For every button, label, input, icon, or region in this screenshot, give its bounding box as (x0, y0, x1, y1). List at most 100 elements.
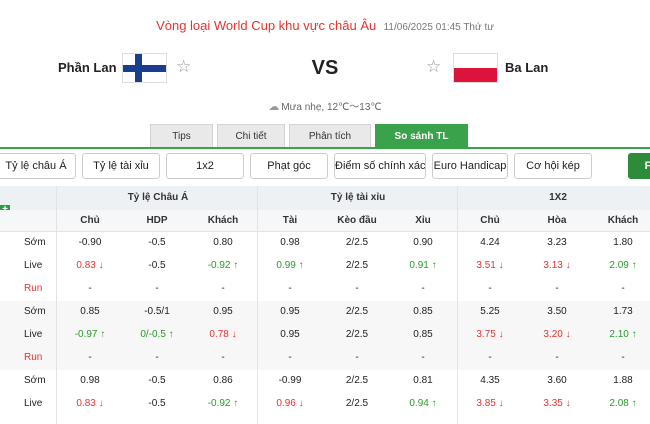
odds-cell[interactable]: 4.35 (480, 375, 500, 386)
odds-cell[interactable]: 0.85 (413, 329, 433, 340)
odds-cell[interactable]: 0.78 ↓ (209, 329, 237, 340)
column-divider (56, 186, 57, 424)
odds-cell[interactable]: 2/2.5 (345, 237, 369, 248)
favorite-star-icon[interactable]: ☆ (426, 57, 442, 76)
odds-cell[interactable]: 0.99 ↑ (276, 260, 304, 271)
subtab-corners[interactable]: Phạt góc (250, 153, 328, 179)
table-row: Live -0.97 ↑ 0/-0.5 ↑ 0.78 ↓ 0.95 2/2.5 … (0, 324, 650, 347)
odds-cell[interactable]: 0.86 (213, 375, 233, 386)
odds-cell[interactable]: 0.95 (213, 306, 233, 317)
odds-cell[interactable]: 0.80 (213, 237, 233, 248)
odds-cell[interactable]: 3.20 ↓ (543, 329, 571, 340)
group-asian: Tỷ lệ Châu Á (127, 192, 189, 203)
odds-cell[interactable]: 3.60 (547, 375, 567, 386)
tab-details[interactable]: Chi tiết (217, 124, 285, 148)
odds-cell[interactable]: 3.51 ↓ (476, 260, 504, 271)
odds-cell: - (555, 352, 559, 363)
odds-cell[interactable]: 1.73 (613, 306, 633, 317)
odds-cell[interactable]: 5.25 (480, 306, 500, 317)
odds-cell[interactable]: 3.75 ↓ (476, 329, 504, 340)
table-row: Run - - - - - - - - - (0, 347, 650, 370)
odds-cell[interactable]: -0.5 (148, 260, 166, 271)
odds-cell[interactable]: 0.85 (80, 306, 100, 317)
odds-cell[interactable]: 0.81 (413, 375, 433, 386)
odds-cell[interactable]: 2.10 ↑ (609, 329, 637, 340)
odds-cell: - (155, 352, 159, 363)
odds-cell[interactable]: 2.08 ↑ (609, 398, 637, 409)
odds-cell[interactable]: -0.97 ↑ (74, 329, 106, 340)
odds-cell[interactable]: -0.5 (148, 237, 166, 248)
table-column-header: Chủ HDP Khách Tài Kèo đầu Xỉu Chủ Hòa Kh… (0, 210, 650, 232)
odds-cell: - (221, 283, 225, 294)
subtab-double-chance[interactable]: Cơ hội kép (514, 153, 592, 179)
odds-cell[interactable]: 3.50 (547, 306, 567, 317)
odds-cell[interactable]: -0.99 (278, 375, 302, 386)
away-team-name[interactable]: Ba Lan (505, 60, 549, 75)
tab-underline (0, 147, 650, 149)
home-team-name[interactable]: Phần Lan (58, 60, 117, 75)
subtab-more[interactable]: F (628, 153, 650, 179)
odds-cell[interactable]: 0.94 ↑ (409, 398, 437, 409)
odds-cell[interactable]: 2/2.5 (345, 260, 369, 271)
odds-cell[interactable]: -0.5 (148, 375, 166, 386)
odds-cell[interactable]: 3.23 (547, 237, 567, 248)
row-label: Sớm (24, 306, 46, 317)
odds-cell: - (621, 283, 625, 294)
subtab-correct-score[interactable]: Điểm số chính xác (334, 153, 426, 179)
odds-cell[interactable]: -0.5/1 (144, 306, 170, 317)
odds-cell[interactable]: 0.98 (80, 375, 100, 386)
odds-cell[interactable]: 2/2.5 (345, 306, 369, 317)
vs-label: VS (311, 57, 339, 79)
odds-cell[interactable]: 1.80 (613, 237, 633, 248)
odds-cell: - (288, 352, 292, 363)
subtab-1x2[interactable]: 1x2 (166, 153, 244, 179)
odds-cell[interactable]: 3.35 ↓ (543, 398, 571, 409)
odds-cell[interactable]: 0.98 (280, 237, 300, 248)
odds-cell[interactable]: 3.13 ↓ (543, 260, 571, 271)
group-over-under: Tỷ lệ tài xỉu (330, 192, 386, 203)
odds-cell[interactable]: 0/-0.5 ↑ (140, 329, 174, 340)
table-row: Sớm 0.98 -0.5 0.86 -0.99 2/2.5 0.81 4.35… (0, 370, 650, 393)
row-label: Run (24, 352, 43, 363)
col-home: Chủ (80, 215, 100, 226)
odds-cell[interactable]: -0.5 (148, 398, 166, 409)
subtab-euro-handicap[interactable]: Euro Handicap (432, 153, 508, 179)
odds-cell: - (421, 352, 425, 363)
odds-cell[interactable]: 3.85 ↓ (476, 398, 504, 409)
odds-cell[interactable]: -0.92 ↑ (207, 398, 239, 409)
odds-cell[interactable]: 0.83 ↓ (76, 398, 104, 409)
odds-cell: - (221, 352, 225, 363)
col-under: Xỉu (415, 215, 431, 226)
odds-cell[interactable]: 2/2.5 (345, 329, 369, 340)
subtab-asian-handicap[interactable]: Tỷ lệ châu Á (0, 153, 76, 179)
odds-cell[interactable]: 2/2.5 (345, 398, 369, 409)
odds-cell[interactable]: 0.90 (413, 237, 433, 248)
odds-cell[interactable]: -0.92 ↑ (207, 260, 239, 271)
tab-tips[interactable]: Tips (150, 124, 213, 148)
odds-cell[interactable]: 0.95 (280, 306, 300, 317)
odds-cell[interactable]: 0.85 (413, 306, 433, 317)
tab-analysis[interactable]: Phân tích (289, 124, 371, 148)
col-away: Khách (207, 215, 239, 226)
tab-odds-compare[interactable]: So sánh TL (375, 124, 468, 148)
favorite-star-icon[interactable]: ☆ (176, 57, 192, 76)
odds-cell: - (155, 283, 159, 294)
odds-cell[interactable]: 4.24 (480, 237, 500, 248)
odds-cell[interactable]: 0.96 ↓ (276, 398, 304, 409)
odds-cell[interactable]: 2/2.5 (345, 375, 369, 386)
odds-cell[interactable]: 0.91 ↑ (409, 260, 437, 271)
row-label: Run (24, 283, 43, 294)
odds-cell: - (355, 283, 359, 294)
odds-cell[interactable]: 1.88 (613, 375, 633, 386)
odds-cell[interactable]: -0.90 (78, 237, 102, 248)
odds-cell: - (355, 352, 359, 363)
table-row: Run - - - - - - - - - (0, 278, 650, 301)
subtab-over-under[interactable]: Tỷ lệ tài xỉu (82, 153, 160, 179)
odds-cell[interactable]: 2.09 ↑ (609, 260, 637, 271)
poland-flag-icon (453, 53, 498, 83)
column-divider (457, 186, 458, 424)
odds-cell[interactable]: 0.95 (280, 329, 300, 340)
odds-cell[interactable]: 0.83 ↓ (76, 260, 104, 271)
odds-cell: - (621, 352, 625, 363)
odds-cell: - (488, 352, 492, 363)
